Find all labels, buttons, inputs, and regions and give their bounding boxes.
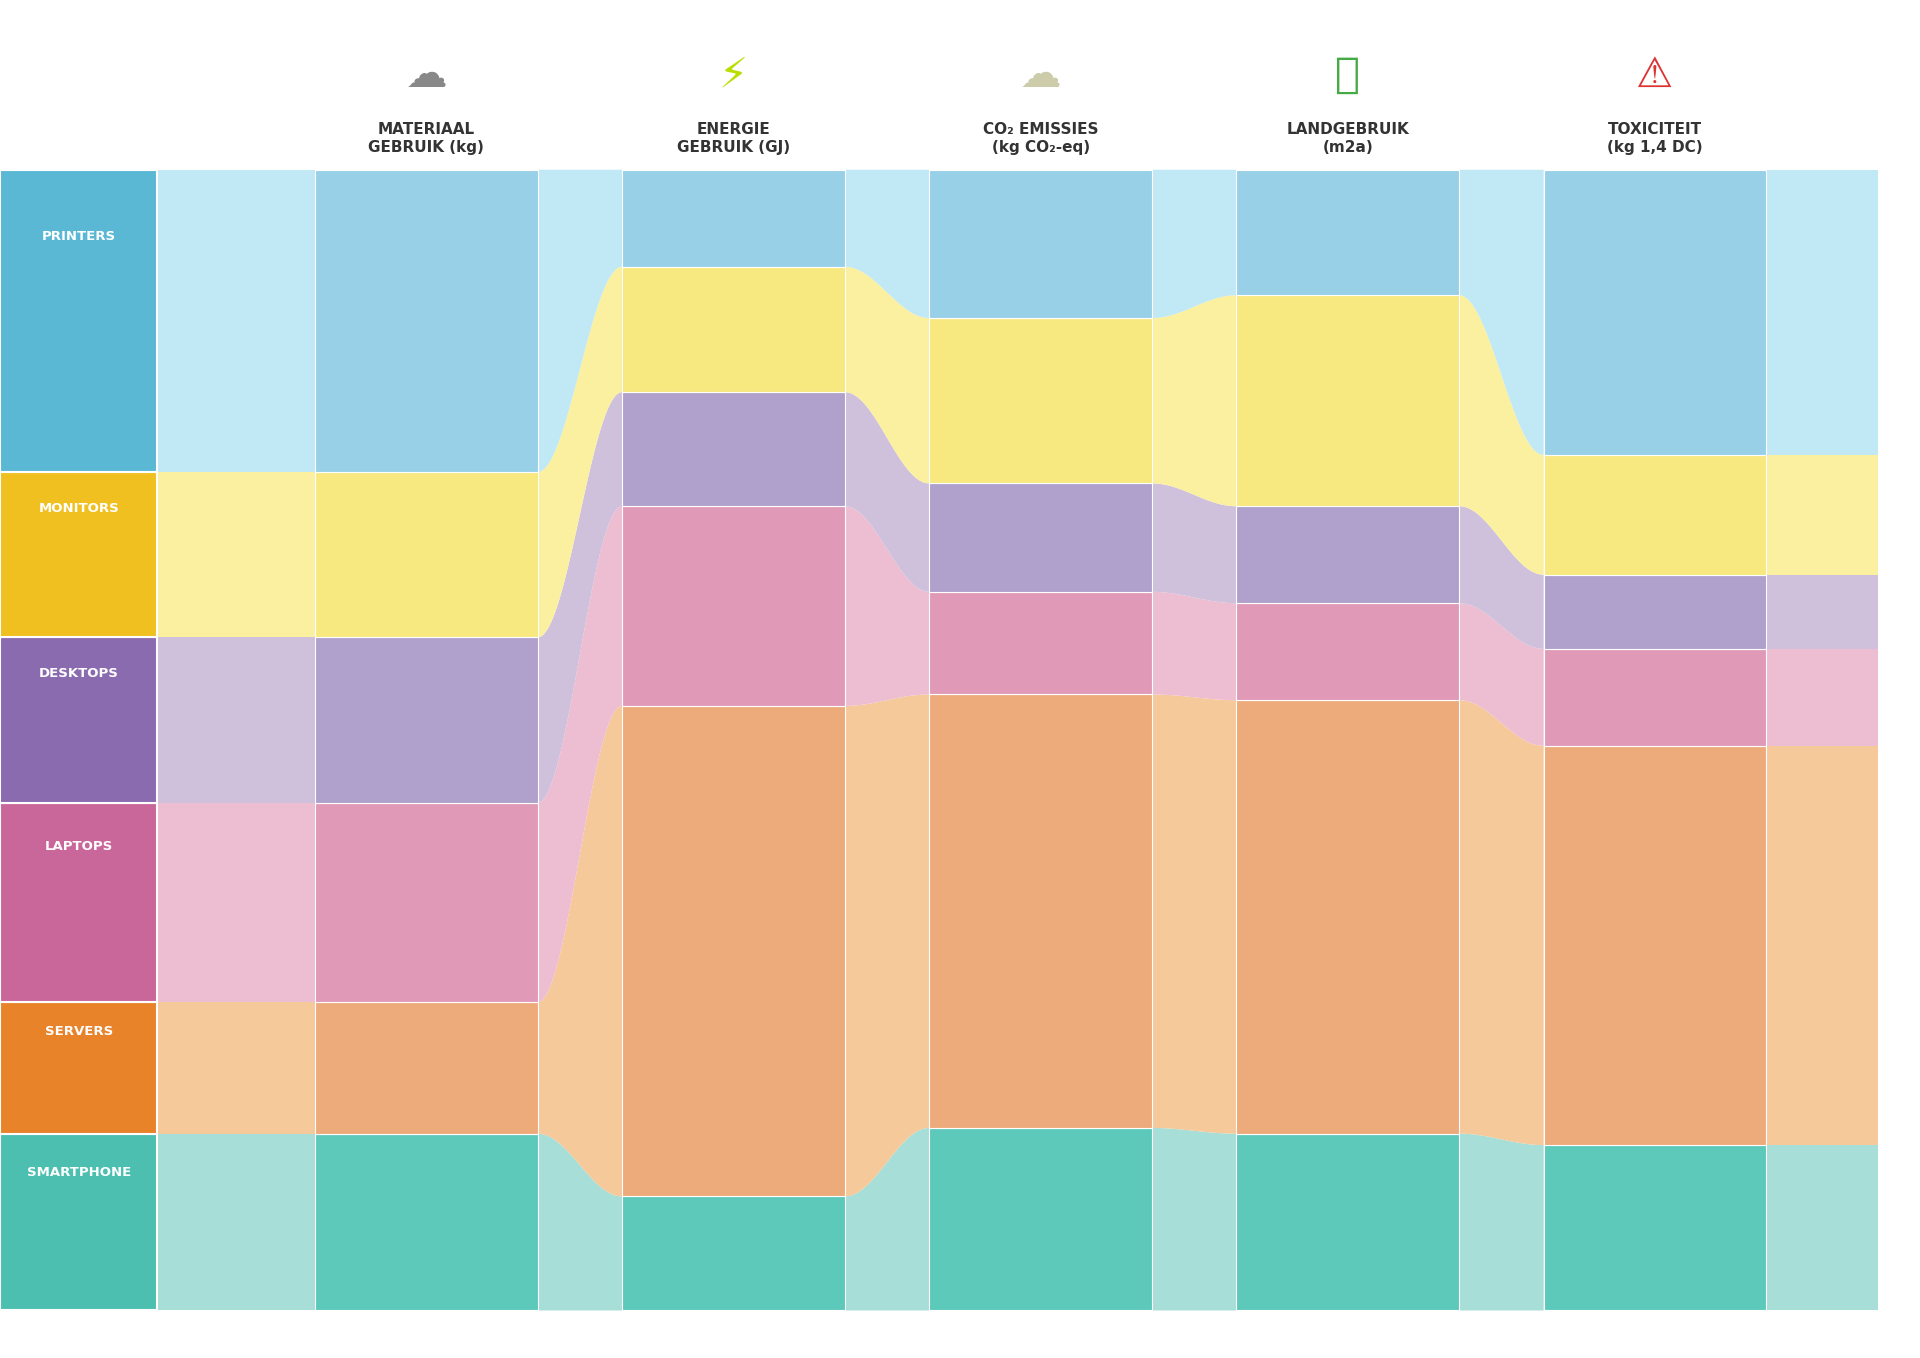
Polygon shape [1766, 170, 1878, 455]
Polygon shape [157, 170, 315, 473]
FancyBboxPatch shape [622, 507, 845, 706]
FancyBboxPatch shape [1236, 295, 1459, 507]
Text: MATERIAAL
GEBRUIK (kg): MATERIAAL GEBRUIK (kg) [369, 122, 484, 155]
Polygon shape [538, 1134, 622, 1310]
Polygon shape [157, 473, 315, 637]
Polygon shape [845, 170, 929, 318]
FancyBboxPatch shape [929, 592, 1152, 694]
Polygon shape [845, 392, 929, 592]
Polygon shape [845, 1128, 929, 1310]
FancyBboxPatch shape [1544, 170, 1766, 455]
FancyBboxPatch shape [315, 803, 538, 1002]
Polygon shape [1459, 603, 1544, 746]
FancyBboxPatch shape [0, 803, 157, 1002]
FancyBboxPatch shape [1236, 170, 1459, 295]
FancyBboxPatch shape [0, 637, 157, 803]
Text: ENERGIE
GEBRUIK (GJ): ENERGIE GEBRUIK (GJ) [678, 122, 789, 155]
FancyBboxPatch shape [1544, 455, 1766, 574]
FancyBboxPatch shape [929, 1128, 1152, 1310]
FancyBboxPatch shape [622, 706, 845, 1196]
FancyBboxPatch shape [929, 694, 1152, 1128]
FancyBboxPatch shape [929, 170, 1152, 318]
FancyBboxPatch shape [1544, 1145, 1766, 1310]
FancyBboxPatch shape [622, 266, 845, 392]
FancyBboxPatch shape [1236, 507, 1459, 603]
Text: SMARTPHONE: SMARTPHONE [27, 1167, 131, 1179]
FancyBboxPatch shape [622, 1196, 845, 1310]
Text: ⚡: ⚡ [718, 54, 749, 96]
Polygon shape [538, 266, 622, 637]
Polygon shape [1152, 592, 1236, 701]
FancyBboxPatch shape [315, 1002, 538, 1134]
Polygon shape [1459, 507, 1544, 649]
Text: LAPTOPS: LAPTOPS [44, 841, 113, 853]
FancyBboxPatch shape [1236, 1134, 1459, 1310]
FancyBboxPatch shape [1544, 649, 1766, 746]
Text: MONITORS: MONITORS [38, 502, 119, 515]
Text: SERVERS: SERVERS [44, 1025, 113, 1038]
Polygon shape [157, 803, 315, 1002]
Polygon shape [845, 266, 929, 483]
Polygon shape [1459, 701, 1544, 1145]
Polygon shape [1766, 574, 1878, 649]
Polygon shape [1766, 1145, 1878, 1310]
FancyBboxPatch shape [315, 637, 538, 803]
Polygon shape [1459, 170, 1544, 455]
Text: ☁: ☁ [1020, 54, 1062, 96]
Text: 🌿: 🌿 [1334, 54, 1361, 96]
Text: CO₂ EMISSIES
(kg CO₂-eq): CO₂ EMISSIES (kg CO₂-eq) [983, 122, 1098, 155]
FancyBboxPatch shape [1236, 701, 1459, 1134]
Polygon shape [1152, 1128, 1236, 1310]
Polygon shape [1152, 295, 1236, 507]
Polygon shape [1459, 295, 1544, 574]
Polygon shape [1152, 694, 1236, 1134]
Polygon shape [845, 694, 929, 1196]
FancyBboxPatch shape [0, 1134, 157, 1310]
FancyBboxPatch shape [1544, 574, 1766, 649]
FancyBboxPatch shape [315, 170, 538, 473]
Polygon shape [157, 1134, 315, 1310]
Polygon shape [157, 1002, 315, 1134]
Text: LANDGEBRUIK
(m2a): LANDGEBRUIK (m2a) [1286, 122, 1409, 155]
Polygon shape [1459, 1134, 1544, 1310]
Polygon shape [538, 507, 622, 1002]
FancyBboxPatch shape [0, 170, 157, 473]
Text: TOXICITEIT
(kg 1,4 DC): TOXICITEIT (kg 1,4 DC) [1607, 122, 1703, 155]
FancyBboxPatch shape [929, 483, 1152, 592]
Polygon shape [845, 507, 929, 706]
FancyBboxPatch shape [1236, 603, 1459, 701]
FancyBboxPatch shape [315, 473, 538, 637]
FancyBboxPatch shape [0, 1002, 157, 1134]
Polygon shape [538, 392, 622, 803]
Text: DESKTOPS: DESKTOPS [38, 667, 119, 680]
FancyBboxPatch shape [1544, 746, 1766, 1145]
Polygon shape [1152, 483, 1236, 603]
Text: ⚠: ⚠ [1636, 54, 1674, 96]
Polygon shape [1766, 455, 1878, 574]
FancyBboxPatch shape [929, 318, 1152, 483]
FancyBboxPatch shape [622, 392, 845, 507]
Polygon shape [1766, 649, 1878, 746]
FancyBboxPatch shape [0, 473, 157, 637]
Polygon shape [538, 706, 622, 1196]
Polygon shape [157, 637, 315, 803]
Polygon shape [1152, 170, 1236, 318]
Text: PRINTERS: PRINTERS [42, 230, 115, 243]
Text: ☁: ☁ [405, 54, 447, 96]
Polygon shape [1766, 746, 1878, 1145]
FancyBboxPatch shape [622, 170, 845, 266]
Polygon shape [538, 170, 622, 473]
FancyBboxPatch shape [315, 1134, 538, 1310]
